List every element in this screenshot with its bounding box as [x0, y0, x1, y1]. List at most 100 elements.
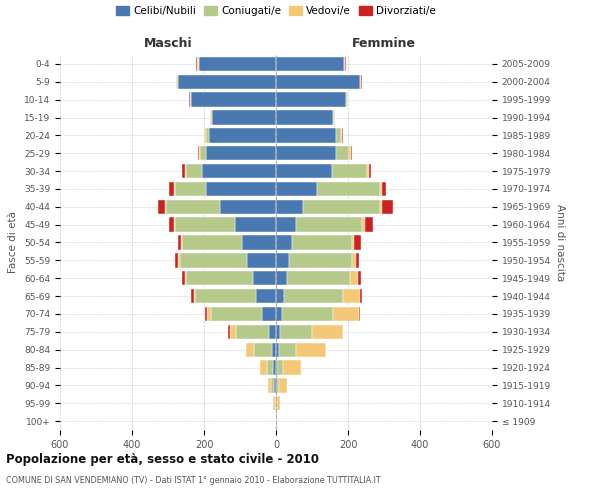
- Bar: [247, 253, 276, 268]
- Bar: [185, 271, 186, 285]
- Bar: [211, 307, 262, 321]
- Bar: [276, 360, 277, 374]
- Bar: [203, 128, 205, 142]
- Bar: [277, 378, 279, 392]
- Bar: [303, 200, 380, 214]
- Bar: [276, 271, 287, 285]
- Bar: [211, 110, 212, 124]
- Bar: [359, 289, 362, 303]
- Bar: [186, 164, 202, 178]
- Bar: [206, 307, 211, 321]
- Bar: [190, 92, 191, 107]
- Bar: [341, 128, 342, 142]
- Bar: [169, 218, 174, 232]
- Bar: [355, 236, 361, 250]
- Bar: [274, 378, 276, 392]
- Bar: [206, 128, 209, 142]
- Bar: [182, 236, 242, 250]
- Bar: [177, 74, 178, 89]
- Bar: [349, 146, 350, 160]
- Bar: [266, 360, 273, 374]
- Bar: [276, 110, 333, 124]
- Bar: [274, 396, 275, 410]
- Bar: [275, 396, 276, 410]
- Bar: [181, 236, 182, 250]
- Bar: [191, 92, 276, 107]
- Bar: [185, 164, 186, 178]
- Bar: [176, 74, 177, 89]
- Bar: [174, 182, 175, 196]
- Bar: [260, 360, 266, 374]
- Bar: [279, 342, 296, 357]
- Bar: [256, 289, 276, 303]
- Bar: [382, 182, 386, 196]
- Bar: [276, 146, 337, 160]
- Bar: [178, 253, 179, 268]
- Bar: [200, 146, 206, 160]
- Bar: [272, 342, 276, 357]
- Bar: [262, 307, 276, 321]
- Bar: [276, 324, 280, 339]
- Bar: [230, 324, 236, 339]
- Bar: [333, 307, 359, 321]
- Bar: [212, 110, 276, 124]
- Bar: [296, 218, 362, 232]
- Bar: [380, 200, 382, 214]
- Bar: [242, 236, 276, 250]
- Bar: [195, 289, 256, 303]
- Bar: [359, 307, 360, 321]
- Bar: [283, 307, 333, 321]
- Bar: [202, 164, 276, 178]
- Bar: [205, 128, 206, 142]
- Bar: [276, 218, 296, 232]
- Bar: [277, 396, 280, 410]
- Bar: [276, 182, 317, 196]
- Bar: [296, 342, 326, 357]
- Bar: [289, 253, 352, 268]
- Bar: [199, 57, 276, 71]
- Bar: [269, 324, 276, 339]
- Bar: [276, 164, 332, 178]
- Bar: [276, 378, 277, 392]
- Bar: [273, 360, 276, 374]
- Text: Popolazione per età, sesso e stato civile - 2010: Popolazione per età, sesso e stato civil…: [6, 452, 319, 466]
- Bar: [165, 200, 166, 214]
- Bar: [158, 200, 165, 214]
- Bar: [276, 57, 344, 71]
- Bar: [345, 57, 346, 71]
- Bar: [334, 110, 335, 124]
- Bar: [276, 74, 359, 89]
- Bar: [380, 182, 382, 196]
- Bar: [276, 289, 284, 303]
- Y-axis label: Fasce di età: Fasce di età: [8, 212, 19, 274]
- Bar: [199, 146, 200, 160]
- Bar: [277, 360, 283, 374]
- Bar: [191, 289, 194, 303]
- Bar: [169, 182, 174, 196]
- Bar: [352, 236, 355, 250]
- Bar: [253, 271, 276, 285]
- Bar: [292, 236, 352, 250]
- Bar: [279, 378, 287, 392]
- Bar: [337, 128, 341, 142]
- Bar: [367, 164, 368, 178]
- Bar: [358, 271, 361, 285]
- Bar: [186, 271, 253, 285]
- Bar: [342, 128, 343, 142]
- Bar: [280, 324, 312, 339]
- Bar: [276, 342, 279, 357]
- Bar: [350, 271, 358, 285]
- Bar: [337, 146, 349, 160]
- Bar: [343, 289, 359, 303]
- Text: COMUNE DI SAN VENDEMIANO (TV) - Dati ISTAT 1° gennaio 2010 - Elaborazione TUTTIT: COMUNE DI SAN VENDEMIANO (TV) - Dati IST…: [6, 476, 380, 485]
- Bar: [347, 92, 348, 107]
- Text: Femmine: Femmine: [352, 36, 416, 50]
- Bar: [197, 57, 199, 71]
- Bar: [268, 378, 271, 392]
- Bar: [284, 289, 343, 303]
- Legend: Celibi/Nubili, Coniugati/e, Vedovi/e, Divorziati/e: Celibi/Nubili, Coniugati/e, Vedovi/e, Di…: [112, 2, 440, 21]
- Bar: [350, 146, 352, 160]
- Bar: [206, 146, 276, 160]
- Bar: [276, 236, 292, 250]
- Bar: [194, 289, 195, 303]
